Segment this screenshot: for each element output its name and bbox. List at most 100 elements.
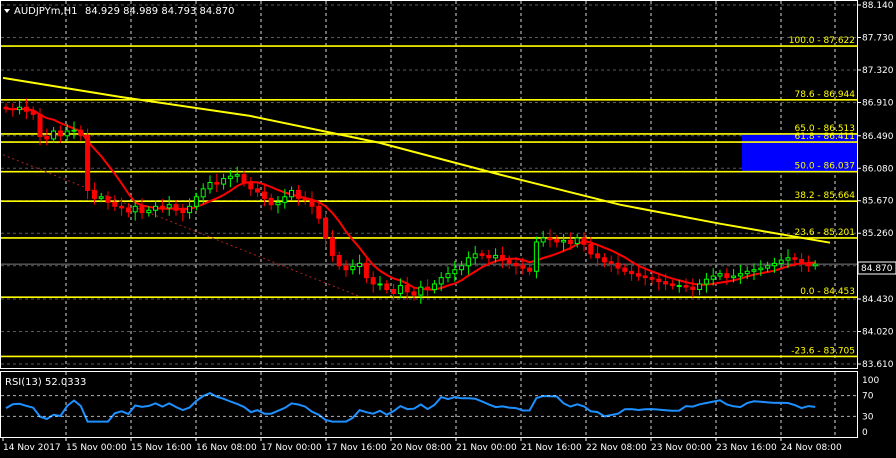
rsi-tick-label: 0 — [862, 428, 868, 438]
candle-body — [64, 130, 70, 137]
candle-body — [567, 239, 573, 245]
candle-body — [370, 277, 376, 285]
slow-ma-line — [2, 76, 831, 244]
candle-body — [622, 267, 628, 272]
time-tick-label: 15 Nov 16:00 — [131, 443, 192, 453]
candle-body — [180, 209, 186, 214]
time-tick-label: 23 Nov 00:00 — [651, 443, 712, 453]
fib-label: 78.6 - 86.944 — [795, 90, 856, 100]
candle-body — [493, 254, 499, 259]
candle-body — [391, 289, 397, 294]
time-tick-label: 23 Nov 16:00 — [716, 443, 777, 453]
candle-body — [799, 258, 805, 264]
fib-zone-box[interactable] — [742, 133, 857, 172]
candle-body — [703, 278, 709, 285]
trend-dotted-line[interactable] — [2, 154, 361, 298]
candle-body — [71, 129, 77, 132]
candle-body — [574, 237, 580, 245]
candlestick-series — [3, 98, 818, 304]
price-tick-label: 85.670 — [862, 197, 894, 207]
candle-body — [316, 205, 322, 219]
candle-body — [343, 265, 349, 271]
candle-body — [193, 196, 199, 207]
candle-body — [425, 286, 431, 291]
candle-body — [785, 257, 791, 261]
time-tick-label: 16 Nov 08:00 — [196, 443, 257, 453]
candle-body — [3, 106, 9, 110]
candle-body — [268, 197, 274, 206]
price-axis[interactable]: 88.140 87.730 87.320 86.910 86.490 86.080 85.6… — [857, 1, 894, 370]
candle-body — [57, 130, 63, 137]
current-price-label: 84.870 — [861, 264, 893, 274]
candle-body — [241, 174, 247, 184]
candle-body — [275, 201, 281, 206]
candle-body — [329, 237, 335, 256]
candle-body — [336, 254, 342, 267]
candle-body — [710, 275, 716, 280]
candle-body — [465, 257, 471, 267]
candle-body — [282, 196, 288, 203]
collapse-triangle-icon[interactable] — [4, 9, 10, 13]
fast-ma-line — [5, 107, 816, 291]
candle-body — [751, 269, 757, 272]
rsi-tick-label: 100 — [862, 376, 879, 386]
rsi-axis: 100 70 30 0 — [862, 376, 879, 438]
candle-body — [377, 283, 383, 286]
time-axis[interactable]: 14 Nov 2017 15 Nov 00:00 15 Nov 16:00 16 No… — [2, 437, 842, 453]
fib-label: 38.2 - 85.664 — [795, 191, 856, 201]
candle-body — [669, 283, 675, 287]
candle-body — [37, 113, 43, 138]
candle-body — [234, 174, 240, 177]
moving-averages — [2, 76, 831, 291]
candle-body — [227, 175, 233, 180]
candle-body — [499, 254, 505, 261]
candle-body — [119, 205, 125, 209]
candle-body — [486, 254, 492, 259]
time-tick-label: 20 Nov 08:00 — [391, 443, 452, 453]
candle-body — [255, 188, 261, 193]
rsi-tick-label: 70 — [862, 392, 874, 402]
ohlc-readout: 84.929 84.989 84.793 84.870 — [85, 6, 235, 17]
candle-body — [139, 205, 145, 214]
time-tick-label: 22 Nov 08:00 — [586, 443, 647, 453]
candle-body — [656, 278, 662, 283]
time-tick-label: 21 Nov 16:00 — [521, 443, 582, 453]
main-chart-frame — [0, 0, 858, 369]
price-tick-label: 84.430 — [862, 295, 894, 305]
candle-body — [166, 204, 172, 209]
rsi-line — [1, 391, 857, 423]
candle-body — [737, 273, 743, 277]
candle-body — [771, 262, 777, 267]
candle-body — [615, 262, 621, 269]
zone-rectangle[interactable] — [742, 133, 857, 172]
trend-line[interactable] — [2, 154, 361, 298]
candle-body — [438, 277, 444, 285]
price-tick-label: 87.320 — [862, 66, 894, 76]
candle-body — [173, 204, 179, 211]
candle-body — [10, 108, 16, 111]
price-tick-label: 86.080 — [862, 164, 894, 174]
candle-body — [221, 178, 227, 185]
candle-body — [765, 265, 771, 269]
time-tick-label: 21 Nov 00:00 — [456, 443, 517, 453]
candle-body — [595, 253, 601, 259]
candle-body — [78, 129, 84, 136]
candle-body — [418, 286, 424, 296]
candle-body — [452, 269, 458, 275]
candle-body — [649, 277, 655, 280]
candle-body — [159, 205, 165, 209]
fib-label: 65.0 - 86.513 — [795, 124, 856, 134]
candle-body — [397, 285, 403, 294]
candle-body — [642, 275, 648, 279]
candle-body — [506, 259, 512, 264]
time-tick-label: 15 Nov 00:00 — [66, 443, 127, 453]
candle-body — [581, 237, 587, 245]
candle-body — [533, 241, 539, 272]
candle-body — [758, 267, 764, 271]
candle-body — [248, 182, 254, 190]
candle-body — [30, 110, 36, 115]
candle-body — [146, 209, 152, 214]
rsi-path — [5, 391, 816, 423]
candle-body — [44, 136, 50, 140]
